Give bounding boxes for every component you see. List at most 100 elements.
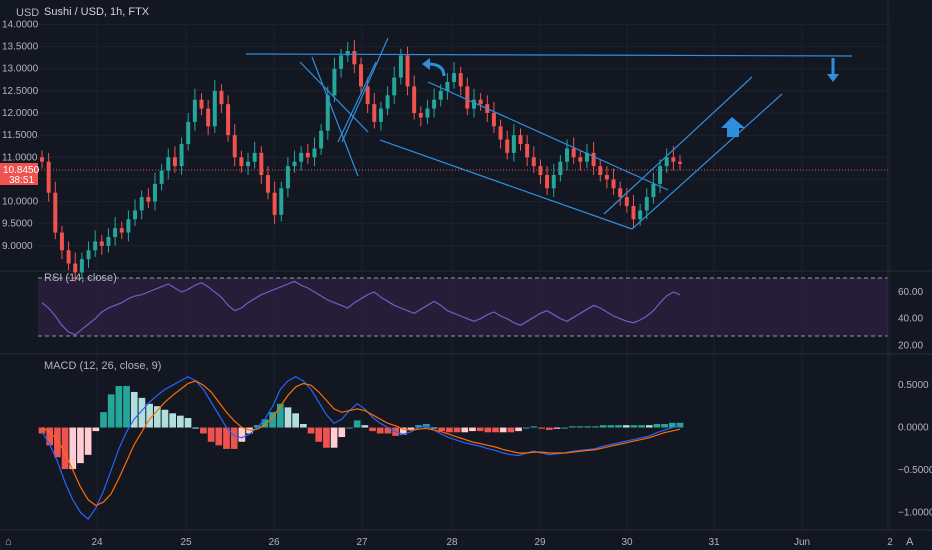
macd-histogram-bar xyxy=(200,427,207,434)
candle xyxy=(538,159,543,184)
candle xyxy=(611,168,616,195)
candle xyxy=(292,150,297,173)
macd-histogram-bar xyxy=(599,425,607,428)
wedge-line-c[interactable] xyxy=(299,61,369,133)
macd-histogram-bar xyxy=(315,427,323,442)
candle xyxy=(206,99,211,136)
currency-label: USD xyxy=(16,7,39,19)
candle xyxy=(558,155,563,182)
time-tick-label: 25 xyxy=(180,537,192,548)
macd-histogram-bar xyxy=(630,425,638,428)
macd-histogram-bar xyxy=(653,423,661,428)
price-tag-value: 10.8450 xyxy=(3,165,40,176)
candle xyxy=(664,148,669,173)
price-tick-label: 13.0000 xyxy=(2,64,39,75)
candle xyxy=(59,225,64,260)
wedge-line-a[interactable] xyxy=(311,56,359,177)
candle xyxy=(378,101,383,131)
candle xyxy=(604,166,609,189)
candle xyxy=(159,163,164,191)
symbol-title[interactable]: Sushi / USD, 1h, FTX xyxy=(44,6,150,18)
candle xyxy=(53,181,58,240)
macd-title[interactable]: MACD (12, 26, close, 9) xyxy=(44,360,161,372)
macd-histogram-bar xyxy=(576,426,584,428)
macd-histogram-bar xyxy=(276,403,284,428)
macd-histogram-bar xyxy=(146,403,153,428)
macd-histogram-bar xyxy=(507,427,515,433)
candle xyxy=(345,42,350,63)
candle xyxy=(525,135,530,167)
macd-histogram-bar xyxy=(415,425,422,428)
candle xyxy=(113,217,118,246)
candle xyxy=(658,159,663,193)
candle xyxy=(372,93,377,129)
macd-pane[interactable]: 0.5000 0.0000 −0.5000 −1.0000 xyxy=(38,376,932,520)
macd-histogram-bar xyxy=(607,425,615,428)
price-tick-label: 10.0000 xyxy=(2,197,39,208)
candlestick-series xyxy=(40,39,682,282)
candle xyxy=(93,230,98,257)
candle xyxy=(166,148,171,180)
auto-scale-button[interactable]: A xyxy=(906,536,914,548)
candle xyxy=(418,106,423,127)
macd-histogram-bar xyxy=(215,427,223,446)
candle xyxy=(644,188,649,220)
up-arrow-icon[interactable] xyxy=(721,117,745,137)
macd-histogram-bar xyxy=(561,427,569,429)
macd-histogram-bar xyxy=(169,413,177,428)
time-tick-label: 26 xyxy=(268,537,280,548)
macd-histogram-bar xyxy=(676,422,684,428)
macd-histogram-bar xyxy=(238,427,246,442)
resistance-line[interactable] xyxy=(245,53,853,57)
candle xyxy=(192,88,197,131)
rsi-title[interactable]: RSI (14, close) xyxy=(44,272,117,284)
macd-histogram-bar xyxy=(469,427,476,432)
macd-histogram-bar xyxy=(638,425,645,428)
candle xyxy=(99,234,104,255)
candle xyxy=(259,146,264,184)
macd-histogram-bar xyxy=(284,407,292,428)
macd-histogram-bar xyxy=(69,427,77,470)
macd-histogram-bar xyxy=(538,427,545,429)
rsi-pane[interactable]: 60.00 40.00 20.00 xyxy=(41,280,923,351)
time-tick-label: 31 xyxy=(708,537,720,548)
macd-histogram-bar xyxy=(438,427,446,432)
tradingview-logo-icon[interactable]: ⌂ xyxy=(5,536,12,548)
macd-histogram-bar xyxy=(107,394,115,428)
candle xyxy=(571,137,576,164)
time-tick-label: 24 xyxy=(91,537,103,548)
macd-histogram-bar xyxy=(77,427,84,464)
channel-lower-line[interactable] xyxy=(379,139,633,230)
wedge-line-b[interactable] xyxy=(341,37,389,143)
time-tick-label: 30 xyxy=(621,537,633,548)
candle xyxy=(359,57,363,94)
candle xyxy=(66,241,71,271)
macd-histogram-bar xyxy=(177,415,184,428)
wedge-line-d[interactable] xyxy=(337,61,377,143)
macd-histogram-bar xyxy=(46,427,54,446)
candle xyxy=(531,146,536,173)
macd-histogram-bar xyxy=(323,427,330,448)
ascending-upper-line[interactable] xyxy=(603,76,753,215)
rsi-tick-label: 40.00 xyxy=(898,314,923,325)
channel-upper-line[interactable] xyxy=(427,81,669,191)
down-arrow-icon[interactable] xyxy=(827,58,839,82)
candle xyxy=(126,210,131,242)
candle xyxy=(186,113,191,151)
ascending-lower-line[interactable] xyxy=(631,93,783,230)
candle xyxy=(339,48,344,78)
trend-drawings[interactable] xyxy=(245,37,853,230)
candle xyxy=(305,144,310,164)
candle xyxy=(352,39,357,74)
curved-arrow-icon[interactable] xyxy=(422,58,446,77)
candle xyxy=(199,93,204,116)
candle xyxy=(226,95,231,142)
macd-histogram-bar xyxy=(407,427,415,430)
candle xyxy=(299,146,304,171)
candle xyxy=(545,166,550,195)
candle xyxy=(452,62,457,89)
candle xyxy=(86,241,91,268)
macd-histogram-bar xyxy=(476,427,484,432)
